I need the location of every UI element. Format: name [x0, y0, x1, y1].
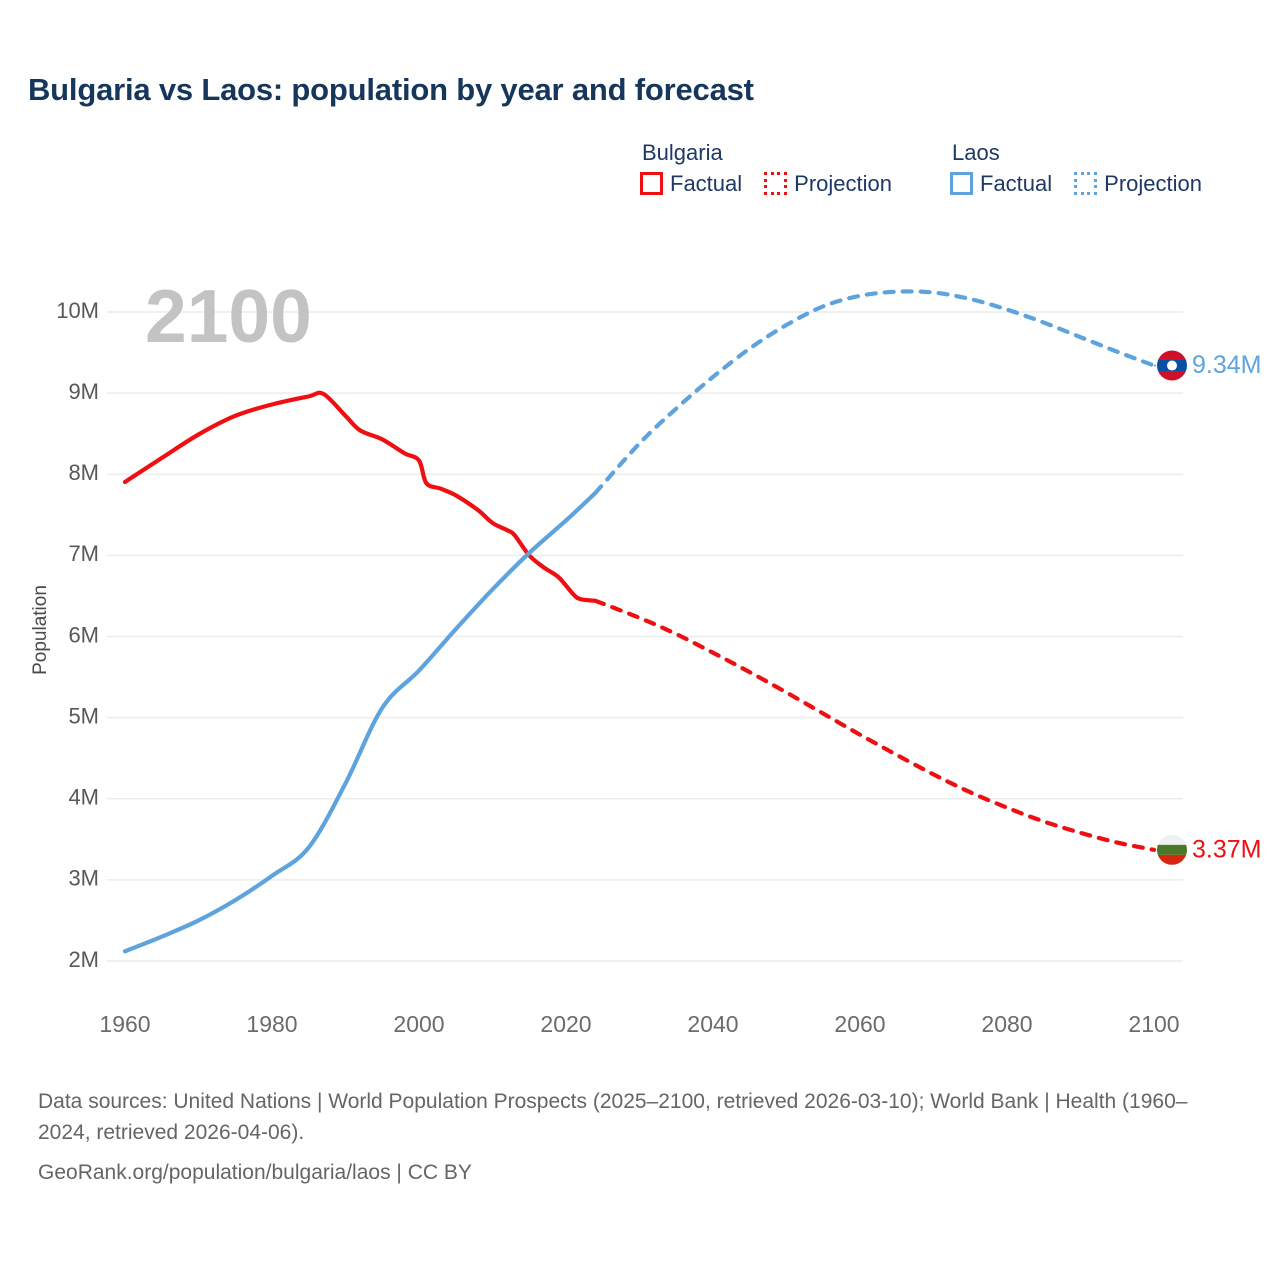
y-axis-tick-labels: 2M 3M 4M 5M 6M 7M 8M 9M 10M — [56, 298, 99, 972]
y-tick-label: 7M — [68, 541, 99, 566]
series-line-projection — [593, 598, 1157, 852]
legend-label-laos-projection: Projection — [1104, 170, 1202, 196]
population-line-chart: 2M 3M 4M 5M 6M 7M 8M 9M 10M 2100 1960 1980 2000 202… — [30, 274, 1261, 1037]
y-axis-title-text: Population — [30, 585, 51, 675]
flag-badge-laos-icon — [1157, 350, 1187, 381]
chart-legend: Bulgaria Factual Projection Laos Factual… — [640, 140, 1202, 196]
legend-group-title-bulgaria: Bulgaria — [642, 140, 723, 165]
year-watermark: 2100 — [145, 274, 312, 358]
x-tick-label: 2040 — [687, 1011, 738, 1037]
source-link-text[interactable]: GeoRank.org/population/bulgaria/laos | C… — [38, 1161, 472, 1185]
legend-swatch-dotted-icon — [764, 172, 788, 196]
series-lines — [122, 289, 1157, 954]
legend-label-bulgaria-factual: Factual — [670, 170, 743, 196]
y-tick-label: 9M — [68, 379, 99, 404]
end-label-value-bulgaria: 3.37M — [1192, 835, 1261, 863]
legend-item-laos-projection[interactable]: Projection — [1074, 170, 1202, 196]
y-tick-label: 5M — [68, 703, 99, 728]
x-tick-label: 2080 — [981, 1011, 1032, 1037]
legend-swatch-dotted-icon — [1074, 172, 1098, 196]
x-tick-label: 2020 — [540, 1011, 591, 1037]
legend-items-bulgaria: Factual Projection — [640, 170, 892, 196]
legend-item-laos-factual[interactable]: Factual — [950, 170, 1053, 196]
legend-swatch-solid-icon — [640, 172, 663, 196]
y-tick-label: 3M — [68, 866, 99, 891]
legend-group-title-laos: Laos — [952, 140, 1000, 165]
legend-swatch-solid-icon — [950, 172, 973, 196]
y-tick-label: 6M — [68, 622, 99, 647]
page-title: Bulgaria vs Laos: population by year and… — [28, 72, 754, 107]
x-tick-label: 1980 — [246, 1011, 297, 1037]
legend-label-laos-factual: Factual — [980, 170, 1053, 196]
gridlines — [107, 311, 1183, 962]
series-line-factual — [122, 390, 598, 603]
legend-items-laos: Factual Projection — [950, 170, 1202, 196]
legend-group-bulgaria: Bulgaria Factual Projection — [640, 140, 892, 196]
x-axis-tick-labels: 1960 1980 2000 2020 2040 2060 2080 2100 — [99, 1011, 1179, 1037]
data-sources-text: Data sources: United Nations | World Pop… — [38, 1090, 1188, 1145]
series-end-labels: 9.34M 3.37M — [1154, 350, 1261, 865]
x-tick-label: 1960 — [99, 1011, 150, 1037]
legend-group-laos: Laos Factual Projection — [950, 140, 1202, 196]
y-tick-label: 10M — [56, 298, 99, 323]
x-tick-label: 2060 — [834, 1011, 885, 1037]
series-line-factual — [122, 490, 598, 954]
chart-plot-area: 2M 3M 4M 5M 6M 7M 8M 9M 10M 2100 1960 1980 2000 202… — [0, 250, 1280, 1070]
legend-item-bulgaria-factual[interactable]: Factual — [640, 170, 743, 196]
end-label-value-laos: 9.34M — [1192, 351, 1261, 379]
legend-item-bulgaria-projection[interactable]: Projection — [764, 170, 892, 196]
y-tick-label: 8M — [68, 460, 99, 485]
series-line-projection — [593, 289, 1157, 496]
y-tick-label: 2M — [68, 947, 99, 972]
flag-badge-bulgaria-icon — [1157, 834, 1187, 865]
x-tick-label: 2000 — [393, 1011, 444, 1037]
y-tick-label: 4M — [68, 785, 99, 810]
y-axis-title: Population — [30, 585, 51, 675]
legend-label-bulgaria-projection: Projection — [794, 170, 892, 196]
watermark-year-text: 2100 — [145, 274, 312, 358]
chart-footer: Data sources: United Nations | World Pop… — [38, 1086, 1238, 1188]
x-tick-label: 2100 — [1128, 1011, 1179, 1037]
